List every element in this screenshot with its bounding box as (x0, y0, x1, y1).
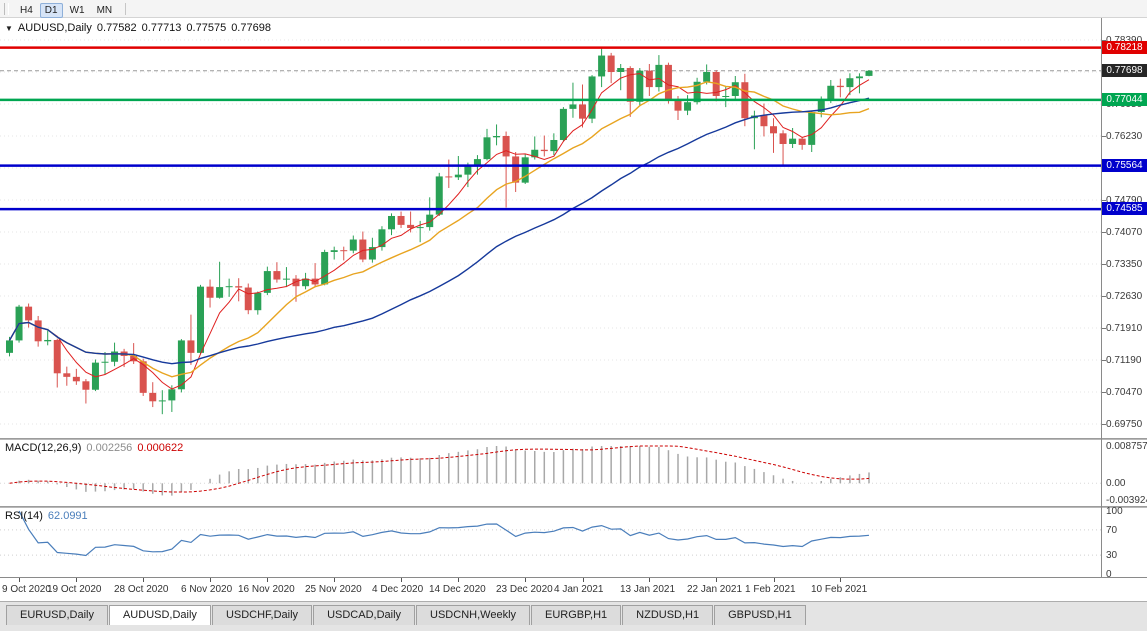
chart-tab-eurgbp-h1[interactable]: EURGBP,H1 (531, 605, 622, 625)
chart-tab-eurusd-daily[interactable]: EURUSD,Daily (6, 605, 108, 625)
price-scale-label: 0.76230 (1106, 130, 1143, 142)
price-scale-label: 0.78390 (1106, 34, 1143, 46)
macd-name: MACD(12,26,9) (5, 442, 82, 454)
rsi-name: RSI(14) (5, 510, 43, 522)
price-line-badge: 0.78218 (1102, 40, 1147, 54)
price-scale-tick (1102, 199, 1106, 201)
price-scale-tick (1102, 295, 1106, 297)
price-scale[interactable] (1101, 18, 1102, 577)
chart-tab-usdchf-daily[interactable]: USDCHF,Daily (211, 605, 313, 625)
timeframe-buttons: H4 D1 W1 MN (15, 0, 119, 18)
macd-value-signal: 0.000622 (137, 442, 184, 454)
symbol-marker-icon: ▼ (5, 24, 13, 33)
chart-symbol-label: AUDUSD,Daily (17, 22, 92, 34)
timeframe-button-w1[interactable]: W1 (69, 4, 85, 16)
price-scale-tick (1102, 359, 1106, 361)
chart-tab-usdcnh-weekly[interactable]: USDCNH,Weekly (416, 605, 531, 625)
price-scale-label: 0.72630 (1106, 290, 1143, 302)
timeframe-button-mn[interactable]: MN (96, 4, 113, 16)
price-scale-label: 0.73350 (1106, 258, 1143, 270)
price-scale-label: 0.71910 (1106, 322, 1143, 334)
price-scale-tick (1102, 103, 1106, 105)
chart-tab-audusd-daily[interactable]: AUDUSD,Daily (108, 605, 211, 625)
ohlc-open: 0.77582 (96, 22, 137, 34)
current-price-badge: 0.77698 (1102, 63, 1147, 77)
price-scale-label: 0.76950 (1106, 98, 1143, 110)
price-line-badge: 0.74585 (1102, 202, 1147, 216)
chart-tab-gbpusd-h1[interactable]: GBPUSD,H1 (714, 605, 806, 625)
price-scale-tick (1102, 391, 1106, 393)
macd-canvas[interactable] (0, 440, 1101, 506)
price-line-badge: 0.75564 (1102, 158, 1147, 172)
price-scale-label: 0.74790 (1106, 194, 1143, 206)
toolbar-separator (125, 2, 127, 15)
timeframe-button-d1[interactable]: D1 (39, 2, 63, 18)
panel-separator-rsi[interactable] (0, 506, 1147, 508)
macd-label: MACD(12,26,9) 0.002256 0.000622 (5, 442, 183, 454)
price-scale-label: 0.71190 (1106, 354, 1142, 366)
main-chart-canvas[interactable] (0, 18, 1101, 438)
chart-tab-usdcad-daily[interactable]: USDCAD,Daily (313, 605, 416, 625)
price-scale-label: 0.74070 (1106, 226, 1143, 238)
ohlc-high: 0.77713 (141, 22, 182, 34)
price-scale-tick (1102, 135, 1106, 137)
chart-tab-nzdusd-h1[interactable]: NZDUSD,H1 (622, 605, 714, 625)
time-axis[interactable] (0, 577, 1147, 601)
timeframe-toolbar: H4 D1 W1 MN (0, 0, 1147, 18)
price-scale-label: 0.69750 (1106, 418, 1143, 430)
ohlc-close: 0.77698 (231, 22, 271, 34)
macd-scale-min: -0.003924 (1106, 495, 1147, 506)
rsi-scale-label: 70 (1106, 524, 1118, 536)
timeframe-button-h4[interactable]: H4 (20, 4, 33, 16)
price-scale-tick (1102, 231, 1106, 233)
macd-scale-max: 0.008757 (1106, 441, 1147, 452)
price-line-badge: 0.77044 (1102, 92, 1147, 106)
chart-tabs: EURUSD,Daily AUDUSD,Daily USDCHF,Daily USDC… (0, 602, 1147, 625)
rsi-label: RSI(14) 62.0991 (5, 510, 88, 522)
rsi-scale-label: 30 (1106, 550, 1118, 562)
ohlc-low: 0.77575 (186, 22, 227, 34)
price-scale-tick (1102, 39, 1106, 41)
toolbar-grip[interactable] (4, 2, 9, 15)
panel-separator-macd[interactable] (0, 438, 1147, 440)
chart-title: ▼ AUDUSD,Daily 0.77582 0.77713 0.77575 0.7769… (5, 22, 276, 34)
macd-scale-zero: 0.00 (1106, 478, 1126, 490)
rsi-canvas[interactable] (0, 508, 1101, 577)
price-scale-tick (1102, 423, 1106, 425)
price-scale-tick (1102, 263, 1106, 265)
rsi-value: 62.0991 (47, 510, 88, 522)
price-scale-label: 0.70470 (1106, 386, 1143, 398)
chart-tabs-bar: EURUSD,Daily AUDUSD,Daily USDCHF,Daily USDC… (0, 601, 1147, 631)
price-scale-tick (1102, 327, 1106, 329)
macd-value-main: 0.002256 (86, 442, 133, 454)
